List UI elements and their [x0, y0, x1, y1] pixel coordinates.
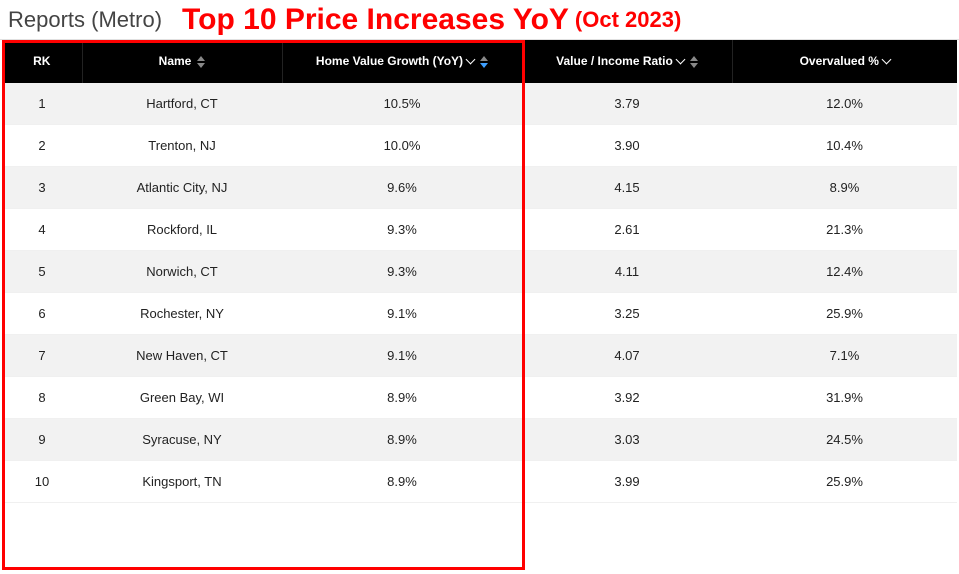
column-header-ratio[interactable]: Value / Income Ratio: [522, 40, 732, 83]
cell-ratio: 2.61: [522, 208, 732, 250]
column-header-growth[interactable]: Home Value Growth (YoY): [282, 40, 522, 83]
table-row: 5Norwich, CT9.3%4.1112.4%: [2, 250, 957, 292]
cell-over: 10.4%: [732, 124, 957, 166]
metro-table: RK Name Home Value Growth (YoY) Value / Inc…: [2, 40, 957, 503]
column-header-name[interactable]: Name: [82, 40, 282, 83]
table-row: 2Trenton, NJ10.0%3.9010.4%: [2, 124, 957, 166]
cell-ratio: 3.99: [522, 460, 732, 502]
table-row: 10Kingsport, TN8.9%3.9925.9%: [2, 460, 957, 502]
cell-rk: 7: [2, 334, 82, 376]
cell-rk: 9: [2, 418, 82, 460]
table-body: 1Hartford, CT10.5%3.7912.0%2Trenton, NJ1…: [2, 83, 957, 503]
cell-over: 21.3%: [732, 208, 957, 250]
column-header-over: Overvalued %: [732, 40, 957, 83]
cell-name: Trenton, NJ: [82, 124, 282, 166]
column-label: Overvalued %: [800, 54, 879, 68]
cell-name: Rochester, NY: [82, 292, 282, 334]
sort-arrows-icon: [480, 55, 488, 69]
cell-rk: 3: [2, 166, 82, 208]
cell-ratio: 4.15: [522, 166, 732, 208]
cell-over: 24.5%: [732, 418, 957, 460]
cell-ratio: 4.11: [522, 250, 732, 292]
cell-name: Rockford, IL: [82, 208, 282, 250]
cell-name: Atlantic City, NJ: [82, 166, 282, 208]
cell-over: 12.4%: [732, 250, 957, 292]
table-row: 3Atlantic City, NJ9.6%4.158.9%: [2, 166, 957, 208]
page-title-sub: (Oct 2023): [575, 7, 681, 33]
table-row: 6Rochester, NY9.1%3.2525.9%: [2, 292, 957, 334]
cell-rk: 6: [2, 292, 82, 334]
cell-ratio: 3.03: [522, 418, 732, 460]
cell-ratio: 3.90: [522, 124, 732, 166]
cell-name: Kingsport, TN: [82, 460, 282, 502]
cell-growth: 10.5%: [282, 83, 522, 125]
cell-name: New Haven, CT: [82, 334, 282, 376]
cell-name: Green Bay, WI: [82, 376, 282, 418]
cell-over: 31.9%: [732, 376, 957, 418]
cell-name: Syracuse, NY: [82, 418, 282, 460]
report-label: Reports (Metro): [8, 7, 162, 33]
cell-ratio: 3.79: [522, 83, 732, 125]
column-label: Home Value Growth (YoY): [316, 54, 463, 68]
cell-growth: 9.6%: [282, 166, 522, 208]
cell-growth: 9.1%: [282, 334, 522, 376]
cell-over: 8.9%: [732, 166, 957, 208]
header-bar: Reports (Metro) Top 10 Price Increases Y…: [0, 0, 959, 40]
cell-rk: 4: [2, 208, 82, 250]
page-title-main: Top 10 Price Increases YoY: [182, 3, 569, 37]
cell-name: Hartford, CT: [82, 83, 282, 125]
column-label: RK: [33, 54, 50, 68]
cell-rk: 10: [2, 460, 82, 502]
cell-over: 12.0%: [732, 83, 957, 125]
chevron-down-icon: [466, 55, 476, 65]
chevron-down-icon: [881, 55, 891, 65]
table-header-row: RK Name Home Value Growth (YoY) Value / Inc…: [2, 40, 957, 83]
cell-over: 7.1%: [732, 334, 957, 376]
cell-ratio: 3.92: [522, 376, 732, 418]
chevron-down-icon: [675, 55, 685, 65]
cell-rk: 1: [2, 83, 82, 125]
cell-growth: 10.0%: [282, 124, 522, 166]
cell-growth: 8.9%: [282, 376, 522, 418]
cell-growth: 9.3%: [282, 208, 522, 250]
table-row: 9Syracuse, NY8.9%3.0324.5%: [2, 418, 957, 460]
sort-arrows-icon: [690, 55, 698, 69]
cell-ratio: 3.25: [522, 292, 732, 334]
cell-growth: 8.9%: [282, 460, 522, 502]
sort-arrows-icon: [197, 55, 205, 69]
table-row: 1Hartford, CT10.5%3.7912.0%: [2, 83, 957, 125]
cell-rk: 5: [2, 250, 82, 292]
cell-growth: 8.9%: [282, 418, 522, 460]
cell-name: Norwich, CT: [82, 250, 282, 292]
column-label: Value / Income Ratio: [556, 54, 673, 68]
table-row: 4Rockford, IL9.3%2.6121.3%: [2, 208, 957, 250]
cell-growth: 9.1%: [282, 292, 522, 334]
column-header-rk: RK: [2, 40, 82, 83]
table-row: 7New Haven, CT9.1%4.077.1%: [2, 334, 957, 376]
cell-growth: 9.3%: [282, 250, 522, 292]
cell-over: 25.9%: [732, 292, 957, 334]
cell-over: 25.9%: [732, 460, 957, 502]
table-container: RK Name Home Value Growth (YoY) Value / Inc…: [0, 40, 959, 503]
cell-ratio: 4.07: [522, 334, 732, 376]
cell-rk: 2: [2, 124, 82, 166]
column-label: Name: [159, 54, 192, 68]
cell-rk: 8: [2, 376, 82, 418]
table-row: 8Green Bay, WI8.9%3.9231.9%: [2, 376, 957, 418]
